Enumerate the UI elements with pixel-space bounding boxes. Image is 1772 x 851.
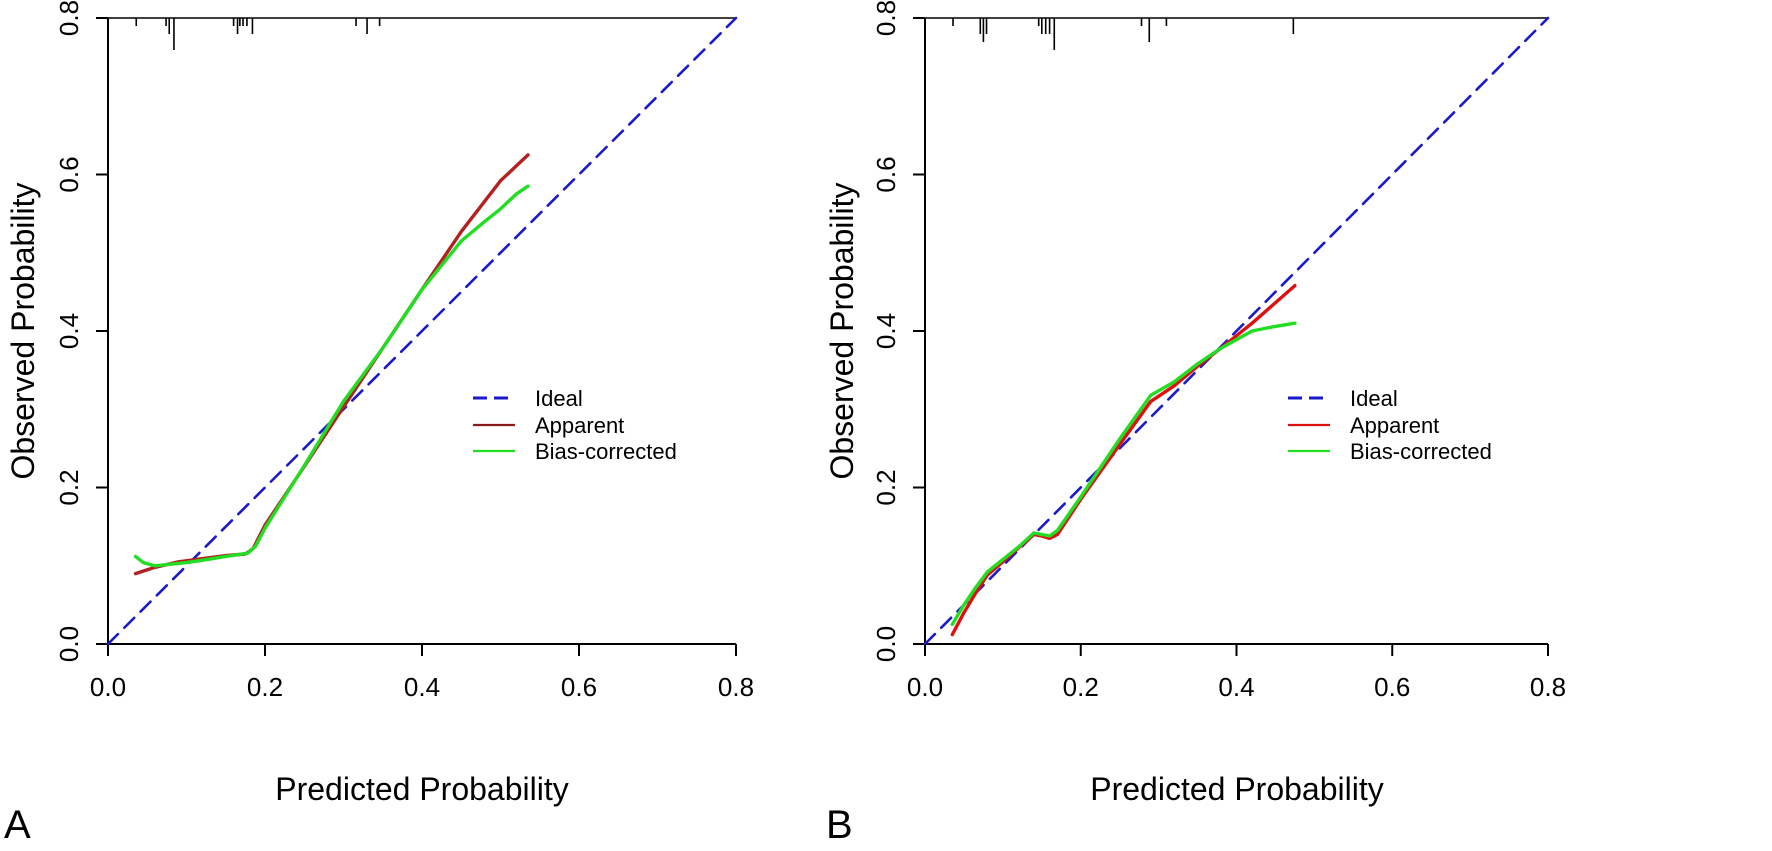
apparent-series-line xyxy=(950,283,1297,637)
y-tick-label: 0.8 xyxy=(871,0,901,36)
ideal-series-line xyxy=(106,16,738,646)
x-tick-label: 0.0 xyxy=(907,672,943,702)
x-tick-label: 0.2 xyxy=(1063,672,1099,702)
legend-label-apparent: Apparent xyxy=(535,413,624,438)
x-tick-label: 0.2 xyxy=(247,672,283,702)
legend-label-apparent: Apparent xyxy=(1350,413,1439,438)
y-tick-label: 0.6 xyxy=(54,156,84,192)
y-tick-label: 0.2 xyxy=(871,469,901,505)
x-tick-label: 0.6 xyxy=(1374,672,1410,702)
x-axis-title: Predicted Probability xyxy=(1090,771,1383,807)
y-tick-label: 0.8 xyxy=(54,0,84,36)
panel-a-calibration-plot: 0.0 0.2 0.4 0.6 0.8 0.0 0.2 0.4 0.6 0.8 Predicted … xyxy=(4,0,754,847)
x-tick-label: 0.8 xyxy=(1530,672,1566,702)
bias-corrected-series-line xyxy=(950,321,1297,627)
y-tick-label: 0.6 xyxy=(871,156,901,192)
y-tick-label: 0.0 xyxy=(871,626,901,662)
legend-label-bias-corrected: Bias-corrected xyxy=(535,439,677,464)
x-tick-label: 0.4 xyxy=(1218,672,1254,702)
legend-label-ideal: Ideal xyxy=(535,386,583,411)
legend-label-bias-corrected: Bias-corrected xyxy=(1350,439,1492,464)
panel-letter: A xyxy=(4,803,31,847)
x-tick-label: 0.0 xyxy=(90,672,126,702)
x-axis-title: Predicted Probability xyxy=(275,771,568,807)
y-tick-label: 0.4 xyxy=(54,313,84,349)
legend-label-ideal: Ideal xyxy=(1350,386,1398,411)
y-tick-label: 0.0 xyxy=(54,626,84,662)
y-tick-label: 0.4 xyxy=(871,313,901,349)
y-axis-title: Observed Probability xyxy=(5,182,41,479)
x-tick-label: 0.6 xyxy=(561,672,597,702)
y-tick-label: 0.2 xyxy=(54,469,84,505)
x-tick-label: 0.8 xyxy=(718,672,754,702)
panel-letter: B xyxy=(826,803,853,847)
apparent-series-line xyxy=(133,153,530,576)
x-tick-label: 0.4 xyxy=(404,672,440,702)
panel-b-calibration-plot: 0.0 0.2 0.4 0.6 0.8 0.0 0.2 0.4 0.6 0.8 Predicted … xyxy=(824,0,1566,847)
y-axis-title: Observed Probability xyxy=(824,182,860,479)
bias-corrected-series-line xyxy=(133,184,530,568)
